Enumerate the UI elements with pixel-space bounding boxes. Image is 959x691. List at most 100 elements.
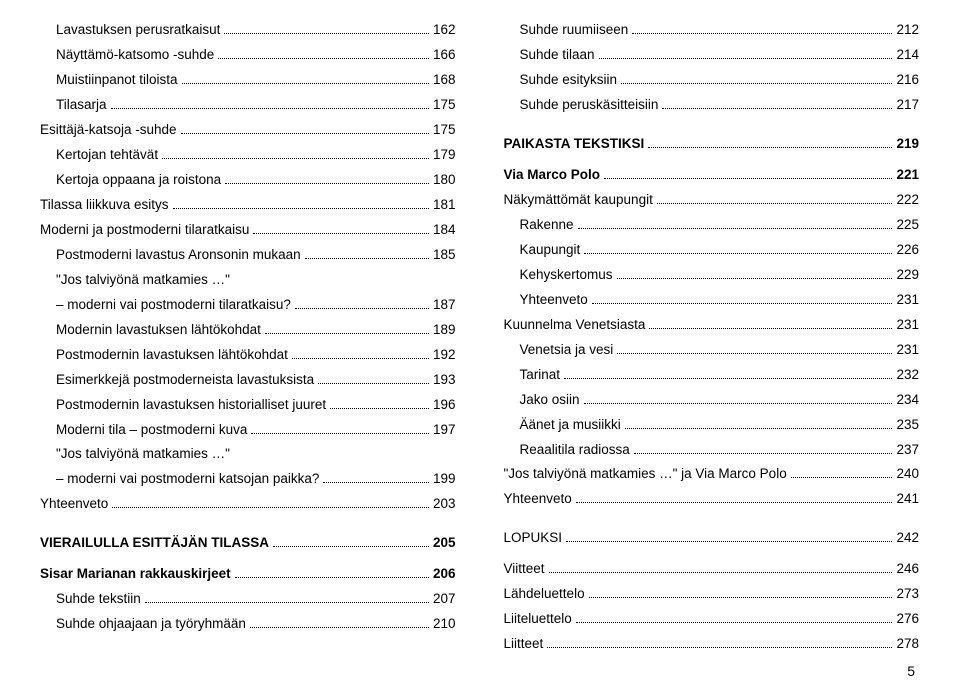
toc-page: 226 xyxy=(896,238,919,263)
toc-page: 246 xyxy=(896,557,919,582)
dot-leader xyxy=(251,424,429,433)
toc-page: 192 xyxy=(433,343,456,368)
toc-label: – moderni vai postmoderni tilaratkaisu? xyxy=(56,293,291,318)
toc-page: 216 xyxy=(896,68,919,93)
toc-label: Tilasarja xyxy=(56,93,107,118)
toc-entry: Venetsia ja vesi231 xyxy=(504,338,920,363)
toc-entry: Liitteet278 xyxy=(504,632,920,657)
dot-leader xyxy=(657,194,893,203)
dot-leader xyxy=(265,324,429,333)
toc-label: Kaupungit xyxy=(520,238,581,263)
toc-page: 189 xyxy=(433,318,456,343)
dot-leader xyxy=(564,369,892,378)
toc-page: 166 xyxy=(433,43,456,68)
toc-page: 162 xyxy=(433,18,456,43)
toc-entry: Modernin lavastuksen lähtökohdat 189 xyxy=(40,318,456,343)
toc-entry: Yhteenveto203 xyxy=(40,492,456,517)
toc-label: Moderni ja postmoderni tilaratkaisu xyxy=(40,218,249,243)
toc-label: "Jos talviyönä matkamies …" xyxy=(56,442,230,467)
dot-leader xyxy=(112,499,429,508)
toc-label: Via Marco Polo xyxy=(504,163,601,188)
toc-page: 203 xyxy=(433,492,456,517)
dot-leader xyxy=(162,149,429,158)
toc-entry: Näyttämö-katsomo -suhde 166 xyxy=(40,43,456,68)
toc-label: Näkymättömät kaupungit xyxy=(504,188,653,213)
toc-page: 240 xyxy=(896,462,919,487)
toc-page: 199 xyxy=(433,467,456,492)
dot-leader xyxy=(566,533,892,542)
dot-leader xyxy=(549,564,893,573)
toc-page: 237 xyxy=(896,438,919,463)
dot-leader xyxy=(224,25,429,34)
toc-entry: Suhde esityksiin 216 xyxy=(504,68,920,93)
toc-label: Suhde tekstiin xyxy=(56,587,141,612)
toc-entry: Äänet ja musiikki235 xyxy=(504,413,920,438)
toc-page: 197 xyxy=(433,418,456,443)
toc-entry: Moderni ja postmoderni tilaratkaisu 184 xyxy=(40,218,456,243)
toc-label: VIERAILULLA ESITTÄJÄN TILASSA xyxy=(40,531,269,556)
toc-label: Näyttämö-katsomo -suhde xyxy=(56,43,214,68)
toc-page: 276 xyxy=(896,607,919,632)
toc-entry: Suhde tilaan 214 xyxy=(504,43,920,68)
dot-leader xyxy=(330,399,429,408)
toc-entry: Postmodernin lavastuksen lähtökohdat 192 xyxy=(40,343,456,368)
toc-label: Kertojan tehtävät xyxy=(56,143,158,168)
toc-page: 242 xyxy=(896,526,919,551)
toc-left-column: Lavastuksen perusratkaisut162Näyttämö-ka… xyxy=(40,18,456,657)
toc-page: 231 xyxy=(896,288,919,313)
toc-entry: "Jos talviyönä matkamies …" xyxy=(40,268,456,293)
toc-entry: Via Marco Polo221 xyxy=(504,163,920,188)
toc-entry: Suhde ruumiiseen 212 xyxy=(504,18,920,43)
toc-label: Esittäjä-katsoja -suhde xyxy=(40,118,177,143)
toc-label: Jako osiin xyxy=(520,388,580,413)
dot-leader xyxy=(305,249,429,258)
dot-leader xyxy=(625,419,893,428)
toc-entry: Viitteet 246 xyxy=(504,557,920,582)
toc-entry: Suhde peruskäsitteisiin217 xyxy=(504,93,920,118)
toc-page: 231 xyxy=(896,313,919,338)
toc-entry: Näkymättömät kaupungit222 xyxy=(504,188,920,213)
dot-leader xyxy=(589,589,893,598)
toc-label: Modernin lavastuksen lähtökohdat xyxy=(56,318,261,343)
toc-entry: Suhde tekstiin207 xyxy=(40,587,456,612)
dot-leader xyxy=(649,319,892,328)
dot-leader xyxy=(599,50,893,59)
toc-page: 212 xyxy=(896,18,919,43)
toc-page: 175 xyxy=(433,93,456,118)
toc-entry: Tilassa liikkuva esitys181 xyxy=(40,193,456,218)
toc-label: Kuunnelma Venetsiasta xyxy=(504,313,646,338)
toc-page: 273 xyxy=(896,582,919,607)
toc-label: Suhde esityksiin xyxy=(520,68,618,93)
toc-entry: Tarinat 232 xyxy=(504,363,920,388)
dot-leader xyxy=(617,269,893,278)
toc-entry: Lavastuksen perusratkaisut162 xyxy=(40,18,456,43)
toc-page: 232 xyxy=(896,363,919,388)
dot-leader xyxy=(225,174,429,183)
toc-label: Tarinat xyxy=(520,363,561,388)
toc-label: Viitteet xyxy=(504,557,545,582)
toc-page: 181 xyxy=(433,193,456,218)
dot-leader xyxy=(604,169,892,178)
toc-label: Suhde ruumiiseen xyxy=(520,18,629,43)
toc-entry: Sisar Marianan rakkauskirjeet206 xyxy=(40,562,456,587)
toc-label: Liitteet xyxy=(504,632,544,657)
toc-page: 184 xyxy=(433,218,456,243)
spacer xyxy=(504,512,920,526)
dot-leader xyxy=(632,25,892,34)
toc-page: 179 xyxy=(433,143,456,168)
toc-label: Postmodernin lavastuksen lähtökohdat xyxy=(56,343,288,368)
toc-entry: "Jos talviyönä matkamies …" xyxy=(40,442,456,467)
toc-entry: – moderni vai postmoderni katsojan paikk… xyxy=(40,467,456,492)
dot-leader xyxy=(182,75,429,84)
toc-label: Suhde tilaan xyxy=(520,43,595,68)
dot-leader xyxy=(295,299,429,308)
toc-entry: Reaalitila radiossa237 xyxy=(504,438,920,463)
toc-entry: Rakenne225 xyxy=(504,213,920,238)
toc-entry: Jako osiin234 xyxy=(504,388,920,413)
dot-leader xyxy=(253,224,429,233)
toc-page: 214 xyxy=(896,43,919,68)
dot-leader xyxy=(218,50,429,59)
toc-label: Postmoderni lavastus Aronsonin mukaan xyxy=(56,243,301,268)
toc-label: "Jos talviyönä matkamies …" ja Via Marco… xyxy=(504,462,787,487)
dot-leader xyxy=(145,594,429,603)
